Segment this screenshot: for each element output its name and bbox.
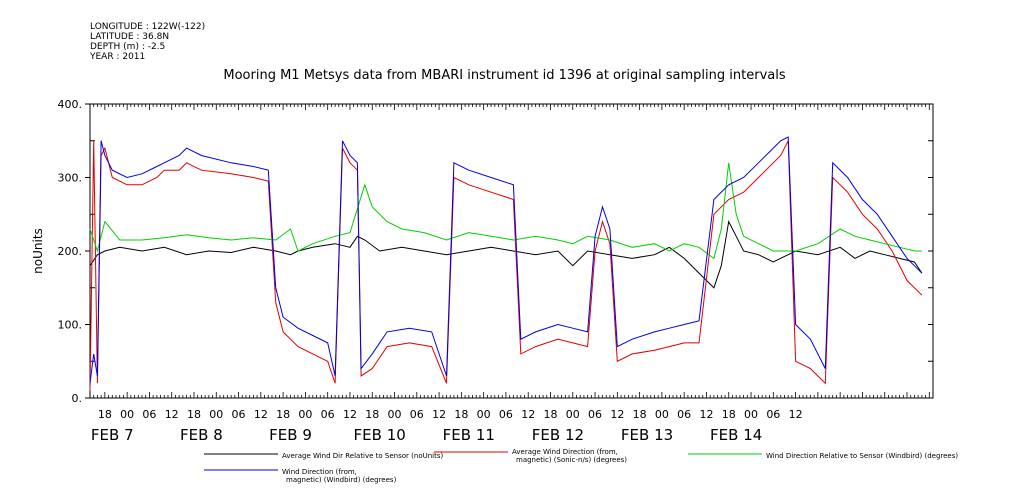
x-tick-label: 00 [298, 408, 312, 421]
x-tick-label: 06 [410, 408, 424, 421]
legend-label-3: Wind Direction (from, magnetic) (Windbir… [282, 468, 397, 484]
x-tick-label: 06 [677, 408, 691, 421]
x-tick-label: 18 [633, 408, 647, 421]
x-tick-label: 12 [610, 408, 624, 421]
latitude-label: LATITUDE : 36.8N [90, 32, 170, 42]
series-line-0 [89, 220, 923, 289]
x-tick-label: 18 [187, 408, 201, 421]
x-tick-label: 12 [254, 408, 268, 421]
x-tick-label: 00 [388, 408, 402, 421]
x-tick-label: 00 [655, 408, 669, 421]
y-axis-label: noUnits [31, 228, 45, 274]
depth-label: DEPTH (m) : -2.5 [90, 42, 166, 52]
y-tick-label: 100. [58, 319, 83, 332]
series-line-1 [89, 140, 923, 391]
x-tick-label: 12 [432, 408, 446, 421]
x-tick-label: 00 [744, 408, 758, 421]
y-tick-label: 200. [58, 245, 83, 258]
legend-label-2: Wind Direction Relative to Sensor (Windb… [766, 452, 959, 460]
day-label: FEB 11 [443, 426, 495, 444]
day-label: FEB 10 [354, 426, 406, 444]
x-tick-label: 00 [120, 408, 134, 421]
x-tick-label: 06 [142, 408, 156, 421]
x-tick-label: 18 [454, 408, 468, 421]
x-tick-label: 12 [789, 408, 803, 421]
x-tick-label: 18 [722, 408, 736, 421]
day-label: FEB 12 [532, 426, 584, 444]
day-label: FEB 9 [269, 426, 312, 444]
y-tick-label: 300. [58, 172, 83, 185]
day-label: FEB 8 [180, 426, 223, 444]
x-tick-label: 00 [209, 408, 223, 421]
legend-label-1: Average Wind Direction (from, magnetic) … [512, 448, 628, 464]
x-tick-label: 06 [232, 408, 246, 421]
x-tick-label: 06 [766, 408, 780, 421]
x-tick-label: 06 [321, 408, 335, 421]
x-tick-label: 12 [699, 408, 713, 421]
longitude-label: LONGITUDE : 122W(-122) [90, 22, 206, 32]
year-label: YEAR : 2011 [90, 52, 146, 62]
series-line-2 [89, 162, 922, 260]
day-label: FEB 7 [91, 426, 134, 444]
x-tick-label: 18 [98, 408, 112, 421]
x-tick-label: 00 [477, 408, 491, 421]
chart-title: Mooring M1 Metsys data from MBARI instru… [223, 68, 786, 83]
y-tick-label: 0. [72, 392, 83, 405]
x-tick-label: 12 [343, 408, 357, 421]
series-line-3 [89, 136, 923, 384]
x-tick-label: 00 [566, 408, 580, 421]
x-tick-label: 18 [543, 408, 557, 421]
x-tick-label: 18 [276, 408, 290, 421]
day-label: FEB 13 [621, 426, 673, 444]
x-tick-label: 06 [588, 408, 602, 421]
x-tick-label: 12 [165, 408, 179, 421]
day-label: FEB 14 [710, 426, 762, 444]
y-tick-label: 400. [58, 98, 83, 111]
x-tick-label: 18 [365, 408, 379, 421]
x-tick-label: 12 [521, 408, 535, 421]
metadata-block: LONGITUDE : 122W(-122) LATITUDE : 36.8N … [90, 22, 205, 62]
x-tick-label: 06 [499, 408, 513, 421]
legend-label-0: Average Wind Dir Relative to Sensor (noU… [282, 452, 444, 460]
